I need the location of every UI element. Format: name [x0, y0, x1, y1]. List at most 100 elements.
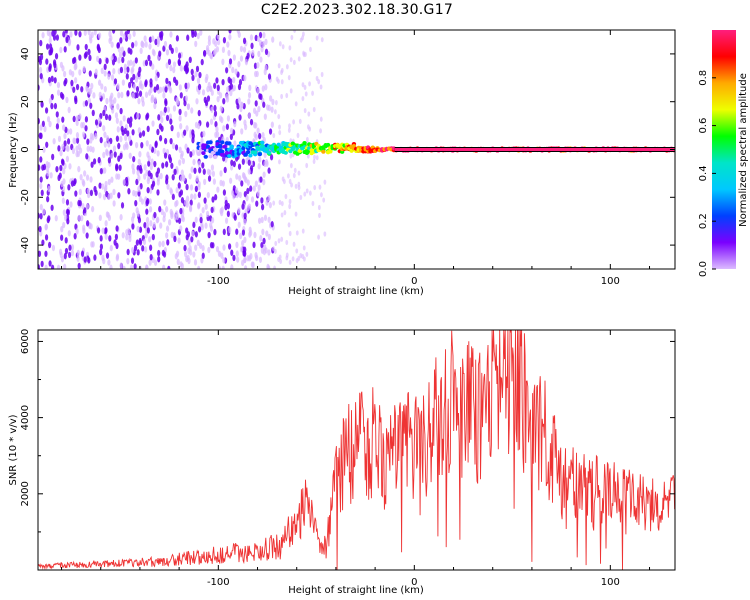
noise-point [144, 246, 148, 253]
noise-point [124, 134, 128, 142]
noise-point [59, 91, 64, 99]
noise-point [129, 264, 134, 269]
noise-point [223, 166, 227, 174]
faint-point [302, 245, 306, 251]
noise-point [80, 122, 84, 129]
noise-point [147, 54, 151, 62]
faint-point [278, 199, 282, 205]
noise-point [133, 244, 138, 252]
noise-point [47, 215, 51, 222]
faint-point [312, 106, 316, 113]
noise-point [163, 152, 168, 159]
faint-point [304, 91, 308, 97]
noise-point [99, 136, 103, 144]
signal-point [203, 154, 208, 159]
noise-point [39, 124, 43, 131]
noise-point [159, 172, 163, 180]
noise-point [216, 33, 220, 40]
noise-point [45, 43, 50, 50]
noise-point [135, 178, 139, 186]
noise-point [117, 91, 121, 99]
noise-point [197, 226, 202, 233]
faint-point [303, 191, 307, 197]
noise-point [89, 102, 93, 109]
noise-point [237, 97, 241, 104]
noise-point [67, 106, 71, 114]
noise-point [193, 259, 198, 266]
faint-point [320, 37, 324, 43]
noise-point [88, 54, 92, 62]
noise-point [150, 158, 154, 165]
noise-point [146, 186, 150, 194]
noise-point [175, 250, 180, 258]
noise-point [135, 86, 140, 93]
faint-point [278, 254, 282, 260]
colorbar-tick-label: 0.0 [698, 261, 709, 277]
noise-point [121, 79, 125, 86]
faint-point [319, 128, 322, 134]
noise-point [73, 56, 77, 64]
noise-point [171, 174, 175, 181]
noise-point [225, 123, 229, 130]
noise-point [100, 67, 104, 75]
noise-point [149, 244, 153, 251]
signal-point [212, 147, 218, 152]
noise-point [263, 160, 267, 168]
noise-point [62, 31, 66, 38]
noise-point [55, 111, 59, 118]
noise-point [267, 249, 271, 256]
noise-point [179, 225, 183, 232]
snr-axes: -100 0 100 2000 4000 6000 [20, 329, 675, 588]
noise-point [131, 247, 135, 254]
noise-point [221, 58, 225, 66]
faint-point [297, 56, 301, 62]
noise-point [74, 77, 78, 84]
y-tick-label: -20 [20, 189, 31, 205]
noise-point [103, 131, 107, 138]
noise-point [191, 137, 195, 144]
noise-point [42, 208, 46, 215]
noise-point [53, 102, 58, 110]
faint-point [280, 93, 284, 100]
noise-point [172, 61, 177, 68]
noise-point [69, 128, 73, 135]
noise-point [215, 245, 220, 253]
noise-point [153, 86, 157, 93]
noise-point [117, 142, 121, 150]
spectrogram-axes: -100 0 100 -40 -20 0 20 40 [20, 30, 675, 287]
noise-point [210, 206, 214, 214]
noise-point [268, 128, 273, 135]
noise-point [193, 193, 197, 200]
noise-point [190, 107, 194, 114]
faint-point [289, 153, 293, 159]
noise-point [115, 253, 120, 260]
noise-point [213, 82, 217, 89]
noise-point [85, 232, 89, 239]
noise-point [186, 147, 190, 154]
noise-point [165, 206, 169, 213]
faint-point [289, 57, 293, 63]
noise-point [87, 88, 92, 95]
noise-point [55, 165, 59, 173]
noise-point [192, 251, 196, 258]
noise-point [113, 239, 117, 246]
signal-point [220, 149, 225, 154]
noise-point [167, 265, 171, 269]
noise-point [249, 118, 254, 126]
noise-point [260, 241, 264, 249]
faint-point [303, 84, 307, 91]
noise-point [243, 265, 248, 269]
noise-point [64, 247, 69, 255]
noise-point [87, 48, 91, 56]
noise-point [77, 143, 81, 150]
noise-point [229, 83, 234, 90]
noise-point [234, 68, 238, 75]
noise-point [160, 125, 164, 132]
noise-point [90, 241, 94, 248]
noise-point [175, 210, 179, 217]
faint-point [318, 212, 321, 219]
noise-point [178, 108, 182, 116]
noise-point [196, 32, 200, 40]
noise-point [147, 160, 151, 167]
